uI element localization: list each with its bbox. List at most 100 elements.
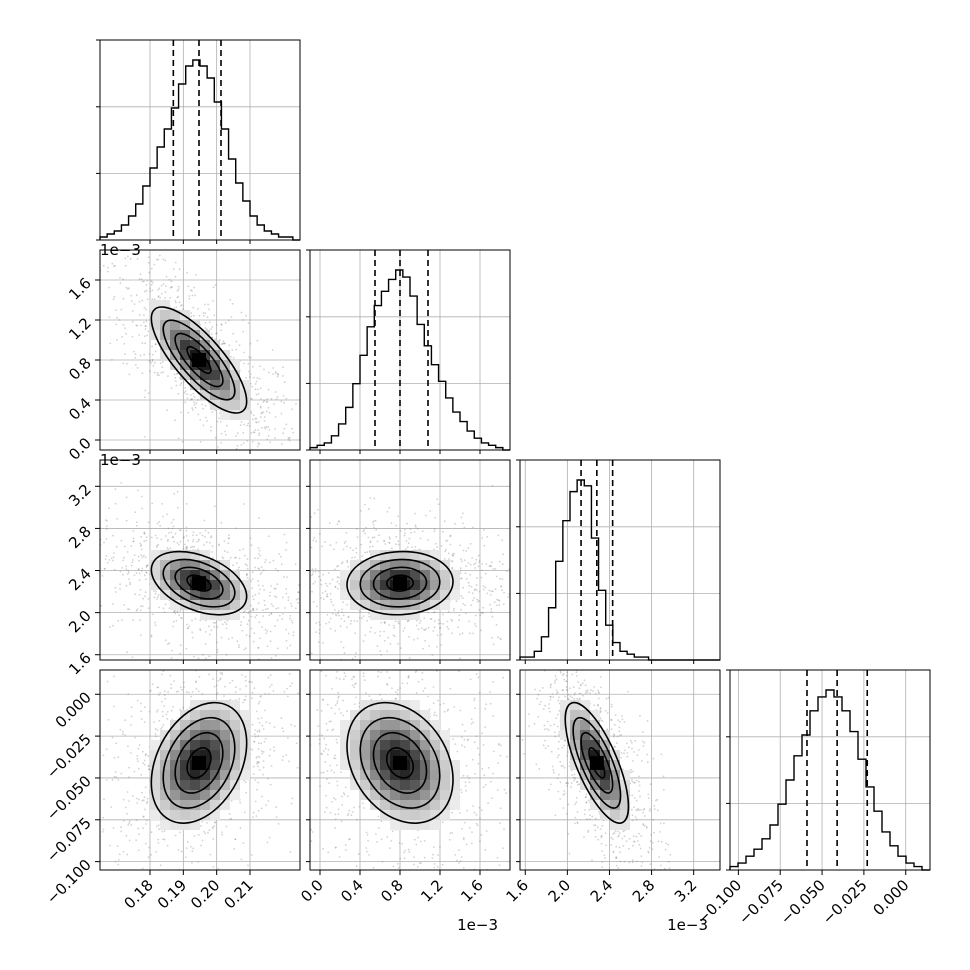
- sample-point: [318, 632, 321, 635]
- sample-point: [395, 543, 397, 546]
- sample-point: [132, 663, 134, 665]
- sample-point: [440, 644, 442, 646]
- sample-point: [249, 681, 252, 683]
- density-cell: [200, 730, 210, 740]
- sample-point: [354, 638, 356, 640]
- density-cell: [160, 800, 170, 810]
- sample-point: [259, 453, 261, 455]
- sample-point: [242, 701, 245, 704]
- sample-point: [101, 575, 104, 577]
- sample-point: [377, 663, 379, 665]
- sample-point: [335, 614, 338, 617]
- sample-point: [170, 387, 173, 389]
- sample-point: [439, 622, 442, 625]
- sample-point: [45, 218, 47, 220]
- sample-point: [208, 673, 210, 676]
- sample-point: [325, 622, 328, 625]
- sample-point: [132, 540, 135, 543]
- sample-point: [412, 871, 414, 873]
- sample-point: [398, 866, 400, 869]
- sample-point: [540, 722, 542, 724]
- sample-point: [151, 298, 154, 301]
- sample-point: [419, 620, 422, 622]
- sample-point: [282, 617, 284, 619]
- sample-point: [117, 778, 120, 781]
- sample-point: [341, 645, 343, 647]
- sample-point: [317, 725, 320, 727]
- sample-point: [266, 630, 269, 632]
- sample-point: [273, 706, 275, 708]
- sample-point: [169, 286, 172, 289]
- sample-point: [436, 687, 438, 689]
- sample-point: [120, 772, 123, 775]
- sample-point: [541, 619, 543, 621]
- sample-point: [150, 280, 153, 283]
- sample-point: [397, 642, 399, 645]
- sample-point: [133, 574, 136, 577]
- sample-point: [297, 601, 299, 604]
- sample-point: [538, 543, 540, 545]
- sample-point: [243, 648, 246, 651]
- sample-point: [475, 584, 478, 586]
- sample-point: [174, 261, 177, 264]
- density-cell: [430, 550, 440, 560]
- sample-point: [245, 634, 248, 637]
- sample-point: [229, 682, 231, 684]
- sample-point: [113, 675, 115, 678]
- sample-point: [123, 342, 126, 345]
- sample-point: [258, 517, 260, 519]
- sample-point: [529, 571, 531, 573]
- sample-point: [418, 862, 421, 865]
- sample-point: [388, 507, 391, 509]
- sample-point: [245, 685, 247, 688]
- sample-point: [472, 805, 474, 807]
- density-cell: [180, 780, 190, 790]
- sample-point: [342, 714, 345, 717]
- sample-point: [250, 397, 252, 400]
- sample-point: [136, 608, 139, 611]
- sample-point: [197, 308, 199, 310]
- sample-point: [439, 703, 442, 706]
- sample-point: [258, 443, 261, 446]
- sample-point: [421, 671, 424, 674]
- density-cell: [340, 580, 350, 590]
- sample-point: [140, 710, 143, 713]
- sample-point: [154, 624, 157, 627]
- sample-point: [470, 722, 473, 725]
- density-cell: [210, 350, 220, 360]
- sample-point: [147, 330, 150, 333]
- sample-point: [208, 829, 211, 832]
- sample-point: [257, 580, 259, 582]
- density-cell: [380, 570, 390, 580]
- sample-point: [404, 532, 406, 535]
- sample-point: [274, 568, 277, 570]
- sample-point: [308, 615, 310, 617]
- sample-point: [324, 747, 327, 750]
- sample-point: [192, 540, 195, 543]
- sample-point: [407, 676, 410, 679]
- sample-point: [460, 744, 463, 747]
- sample-point: [277, 570, 279, 572]
- sample-point: [124, 353, 126, 355]
- sample-point: [231, 679, 234, 682]
- density-cell: [170, 310, 180, 320]
- density-cell: [170, 330, 180, 340]
- sample-point: [251, 595, 254, 598]
- sample-point: [120, 830, 123, 833]
- density-cell: [400, 560, 410, 570]
- sample-point: [243, 779, 245, 782]
- sample-point: [217, 924, 219, 926]
- sample-point: [262, 773, 265, 776]
- sample-point: [460, 608, 462, 611]
- sample-point: [187, 411, 190, 414]
- sample-point: [160, 292, 163, 295]
- sample-point: [204, 303, 206, 306]
- sample-point: [260, 483, 262, 485]
- sample-point: [93, 513, 95, 515]
- sample-point: [451, 832, 454, 834]
- sample-point: [431, 654, 434, 656]
- sample-point: [451, 811, 453, 814]
- sample-point: [211, 826, 214, 828]
- sample-point: [86, 606, 88, 608]
- sample-point: [498, 744, 500, 746]
